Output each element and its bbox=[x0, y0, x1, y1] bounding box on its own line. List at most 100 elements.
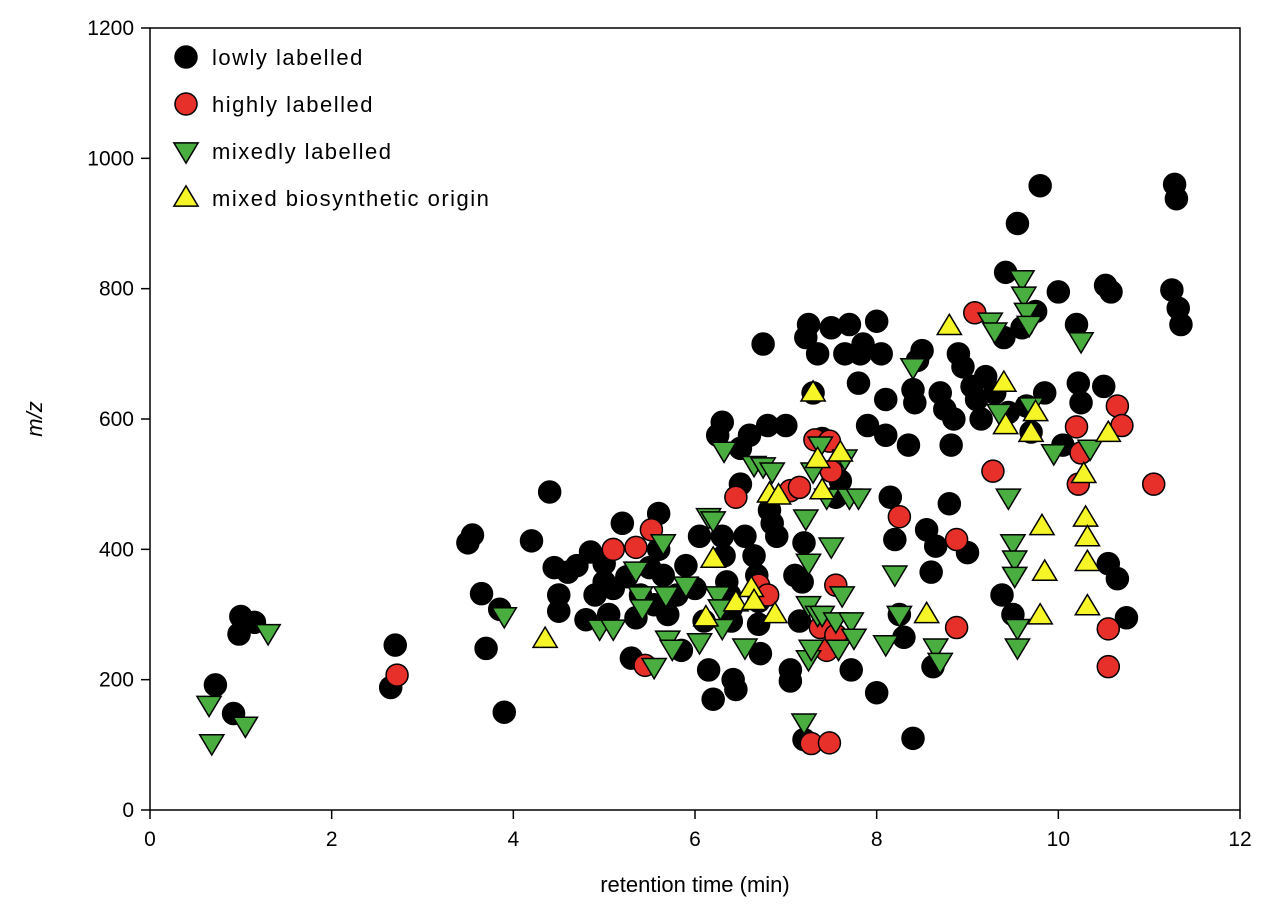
data-point bbox=[490, 606, 518, 630]
data-point bbox=[817, 537, 845, 560]
data-point bbox=[460, 523, 485, 547]
data-point bbox=[203, 673, 228, 697]
data-point bbox=[198, 734, 226, 757]
data-point bbox=[1064, 415, 1089, 439]
y-tick-label: 0 bbox=[122, 799, 134, 822]
data-point bbox=[935, 312, 963, 336]
data-point bbox=[610, 511, 635, 536]
data-point bbox=[656, 602, 680, 627]
data-point bbox=[981, 322, 1009, 345]
data-point bbox=[790, 570, 814, 594]
data-point bbox=[774, 413, 798, 438]
legend-item-2: highly labelled bbox=[174, 92, 372, 117]
data-point bbox=[383, 633, 407, 657]
data-point bbox=[937, 491, 962, 516]
data-point bbox=[1076, 439, 1104, 462]
data-point bbox=[722, 589, 750, 612]
legend-item-1: lowly labelled bbox=[174, 45, 362, 70]
data-point bbox=[704, 586, 732, 609]
x-tick-label: 6 bbox=[689, 828, 701, 851]
data-point bbox=[1094, 419, 1122, 443]
legend-item-3: mixedly labelled bbox=[172, 139, 393, 165]
data-point bbox=[1008, 270, 1036, 293]
data-point bbox=[1004, 618, 1031, 642]
data-point bbox=[804, 445, 832, 469]
data-point bbox=[792, 531, 816, 555]
data-point bbox=[846, 371, 871, 395]
data-point bbox=[913, 600, 941, 624]
data-point bbox=[672, 576, 700, 599]
data-point bbox=[686, 633, 713, 656]
data-point bbox=[627, 586, 654, 609]
data-point bbox=[1164, 186, 1189, 211]
data-point bbox=[881, 565, 909, 588]
data-point bbox=[696, 658, 721, 682]
data-point bbox=[896, 433, 921, 457]
data-point bbox=[837, 312, 862, 337]
plot-layer bbox=[195, 172, 1193, 757]
data-point bbox=[992, 411, 1020, 435]
data-point bbox=[990, 369, 1018, 392]
data-point bbox=[887, 505, 912, 529]
data-point bbox=[944, 615, 969, 640]
data-point bbox=[806, 436, 834, 459]
data-point bbox=[1067, 331, 1095, 355]
data-point bbox=[851, 332, 875, 356]
data-point bbox=[622, 561, 650, 584]
data-point bbox=[1015, 315, 1043, 339]
data-point bbox=[926, 652, 954, 676]
legend-marker bbox=[172, 142, 200, 165]
x-tick-label: 4 bbox=[507, 828, 519, 851]
data-point bbox=[883, 527, 907, 552]
data-point bbox=[990, 583, 1014, 607]
data-point bbox=[519, 529, 544, 553]
data-point bbox=[601, 537, 625, 562]
y-tick-label: 600 bbox=[99, 408, 134, 431]
legend-marker bbox=[174, 45, 198, 69]
x-tick-label: 2 bbox=[326, 828, 338, 851]
legend-label: mixedly labelled bbox=[212, 139, 393, 164]
data-point bbox=[942, 407, 966, 431]
data-point bbox=[999, 533, 1027, 557]
data-point bbox=[1013, 302, 1040, 326]
data-point bbox=[599, 619, 627, 642]
data-point bbox=[790, 713, 818, 736]
data-point bbox=[981, 459, 1005, 483]
data-point bbox=[492, 700, 516, 724]
data-point bbox=[778, 669, 803, 693]
data-point bbox=[825, 639, 852, 662]
data-point bbox=[1096, 654, 1121, 679]
legend-label: mixed biosynthetic origin bbox=[212, 186, 490, 211]
data-point bbox=[805, 342, 830, 366]
legend-marker bbox=[172, 184, 200, 207]
data-point bbox=[746, 612, 771, 637]
data-point bbox=[864, 680, 889, 705]
data-point bbox=[385, 663, 409, 687]
legend-item-4: mixed biosynthetic origin bbox=[172, 184, 490, 211]
data-point bbox=[826, 439, 854, 462]
data-point bbox=[758, 462, 786, 485]
data-point bbox=[765, 524, 789, 549]
data-point bbox=[1069, 390, 1093, 415]
data-point bbox=[692, 604, 720, 627]
data-point bbox=[731, 638, 759, 661]
data-point bbox=[640, 657, 668, 681]
data-point bbox=[1066, 371, 1091, 395]
data-point bbox=[1001, 550, 1029, 573]
data-point bbox=[658, 639, 686, 662]
data-point bbox=[885, 605, 913, 629]
data-point bbox=[748, 641, 773, 666]
data-point bbox=[1022, 398, 1050, 422]
data-point bbox=[1070, 460, 1098, 484]
data-point bbox=[651, 563, 675, 588]
data-point bbox=[254, 623, 282, 647]
data-point bbox=[872, 634, 900, 658]
data-point bbox=[1010, 286, 1038, 309]
data-point bbox=[1004, 638, 1031, 661]
data-point bbox=[737, 423, 762, 448]
data-point bbox=[1073, 593, 1101, 616]
data-point bbox=[1099, 280, 1123, 304]
data-point bbox=[787, 609, 812, 633]
data-point bbox=[919, 560, 943, 584]
